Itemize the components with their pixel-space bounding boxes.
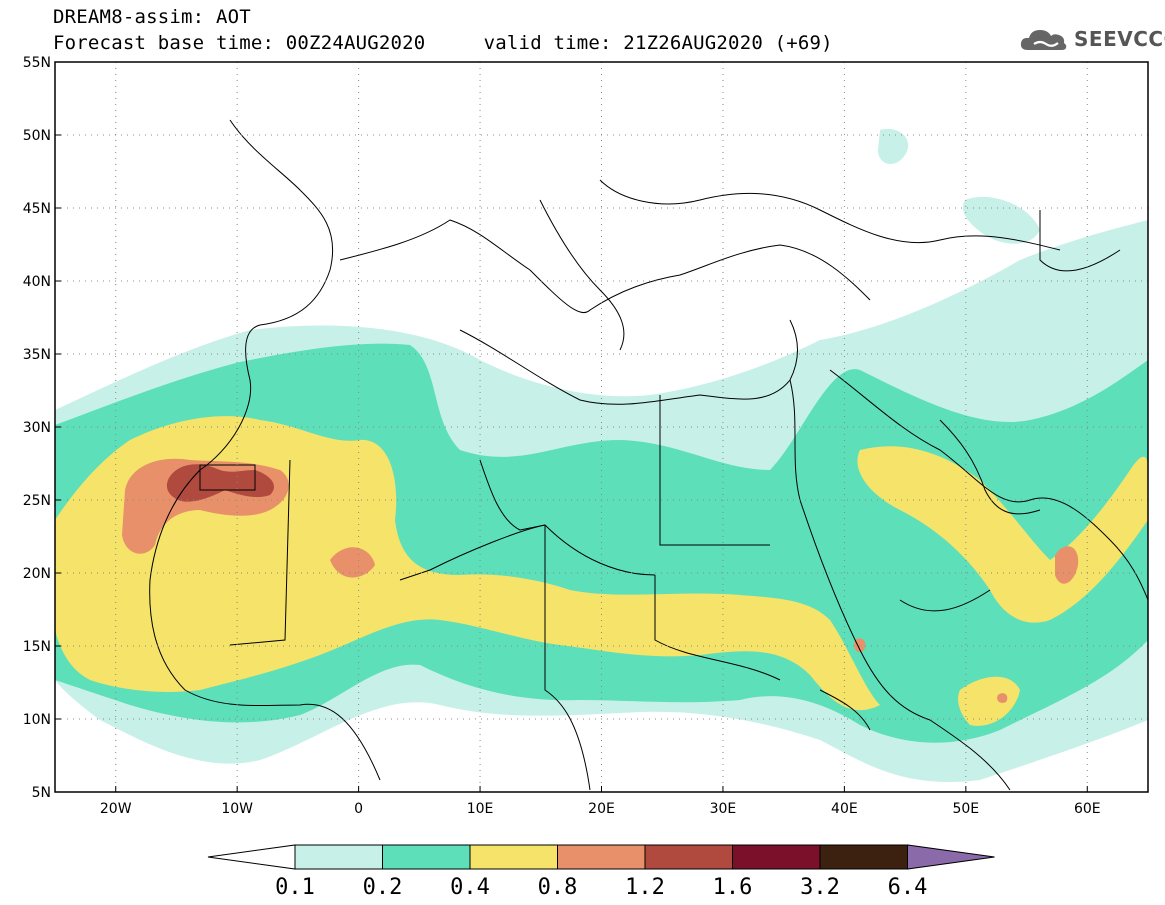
colorbar-arrow-low: [207, 844, 296, 870]
colorbar-label: 3.2: [800, 875, 840, 900]
colorbar-label: 0.8: [538, 875, 578, 900]
lat-tick-label: 40N: [23, 274, 51, 290]
aot-shading: [55, 62, 1148, 792]
lat-tick-label: 35N: [23, 347, 51, 363]
lat-tick-label: 25N: [23, 493, 51, 509]
chart-title: DREAM8-assim: AOT: [53, 6, 251, 28]
logo-text: SEEVCCC: [1074, 27, 1165, 51]
lon-tick-label: 60E: [1074, 801, 1101, 817]
lat-tick-label: 5N: [32, 785, 51, 801]
colorbar-box: [294, 844, 383, 870]
colorbar-box: [382, 844, 471, 870]
lat-tick-label: 50N: [23, 128, 51, 144]
colorbar-label: 1.2: [625, 875, 665, 900]
colorbar-label: 1.6: [713, 875, 753, 900]
colorbar-box: [469, 844, 558, 870]
lon-tick-label: 10W: [221, 801, 253, 817]
lat-tick-label: 55N: [23, 55, 51, 71]
lon-tick-label: 0: [354, 801, 363, 817]
colorbar-label: 0.1: [275, 875, 315, 900]
colorbar-box: [644, 844, 733, 870]
lon-tick-label: 40E: [831, 801, 858, 817]
colorbar-label: 6.4: [888, 875, 928, 900]
cloud-logo-icon: [1020, 30, 1067, 50]
lat-tick-label: 45N: [23, 201, 51, 217]
colorbar-box: [732, 844, 821, 870]
colorbar-label: 0.4: [450, 875, 490, 900]
chart-subtitle: Forecast base time: 00Z24AUG2020 valid t…: [53, 32, 833, 54]
aot-contour-1.2: [166, 464, 275, 502]
colorbar: 0.1 0.2 0.4 0.8 1.2 1.6 3.2 6.4: [207, 844, 995, 900]
colorbar-box: [557, 844, 646, 870]
lon-tick-label: 10E: [467, 801, 494, 817]
lon-tick-label: 50E: [952, 801, 979, 817]
seevccc-logo: SEEVCCC: [1018, 24, 1165, 54]
coastlines: [149, 119, 1148, 791]
lat-tick-label: 10N: [23, 712, 51, 728]
lon-tick-label: 20W: [100, 801, 132, 817]
lon-tick-label: 30E: [710, 801, 737, 817]
colorbar-box: [819, 844, 908, 870]
lat-tick-label: 30N: [23, 420, 51, 436]
lat-tick-label: 15N: [23, 639, 51, 655]
lat-tick-label: 20N: [23, 566, 51, 582]
colorbar-label: 0.2: [363, 875, 403, 900]
colorbar-arrow-high: [907, 844, 995, 870]
lon-tick-label: 20E: [588, 801, 615, 817]
